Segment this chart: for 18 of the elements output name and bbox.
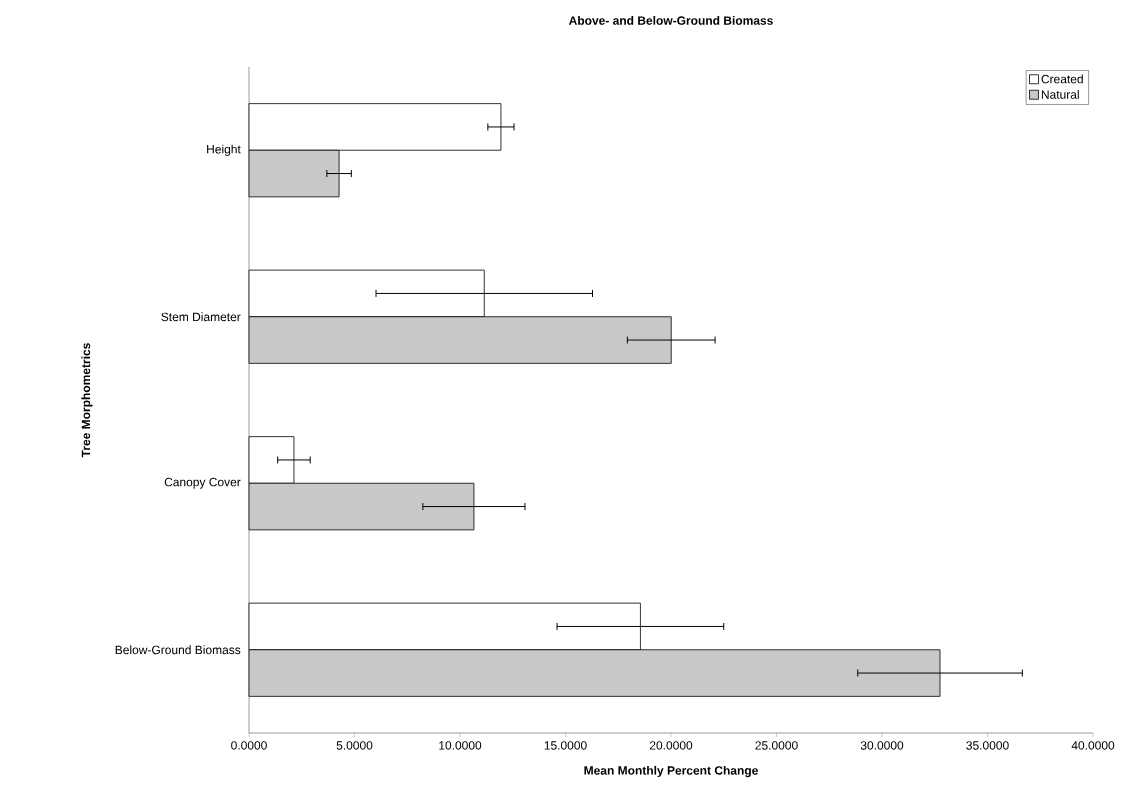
x-tick-label: 30.0000	[860, 741, 904, 750]
y-tick-label: Canopy Cover	[164, 477, 241, 489]
legend-label: Natural	[1041, 89, 1079, 99]
y-tick-label: Stem Diameter	[161, 312, 241, 322]
y-tick-label: Below-Ground Biomass	[115, 645, 241, 655]
legend-label: Created	[1041, 74, 1083, 84]
y-axis-title: Tree Morphometrics	[81, 343, 93, 458]
x-tick-label: 5.0000	[336, 741, 373, 750]
x-tick-label: 15.0000	[544, 741, 587, 750]
x-tick-label: 40.0000	[1071, 741, 1115, 750]
chart-title: Above- and Below-Ground Biomass	[568, 16, 773, 25]
x-tick-label: 0.0000	[231, 741, 267, 750]
x-tick-label: 20.0000	[649, 741, 693, 750]
x-axis-title: Mean Monthly Percent Change	[584, 765, 758, 778]
x-tick-label: 35.0000	[966, 741, 1009, 750]
x-tick-label: 10.0000	[439, 741, 482, 750]
x-tick-label: 25.0000	[755, 741, 798, 750]
y-tick-label: Height	[207, 144, 241, 156]
